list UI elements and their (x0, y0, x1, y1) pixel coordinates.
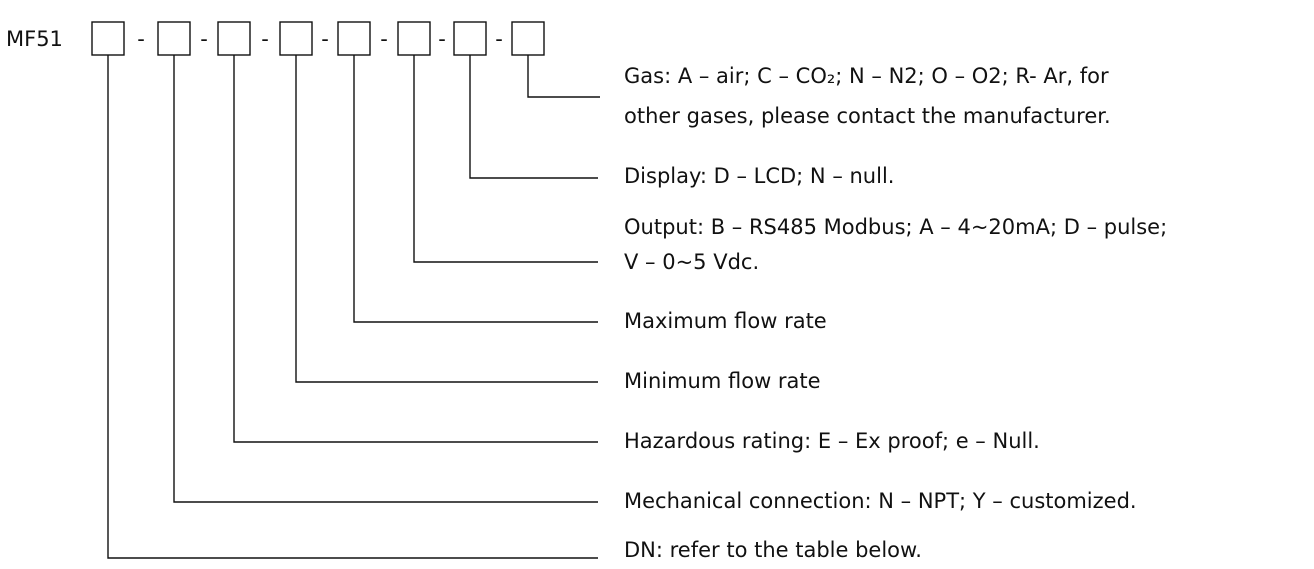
field-description: Display: D – LCD; N – null. (624, 164, 894, 188)
field-description: Hazardous rating: E – Ex proof; e – Null… (624, 429, 1040, 453)
connector (173, 55, 598, 503)
field-description: Minimum flow rate (624, 369, 821, 393)
separator: - (137, 27, 145, 51)
field-description: other gases, please contact the manufact… (624, 104, 1111, 128)
code-box (91, 21, 125, 56)
field-description: V – 0~5 Vdc. (624, 250, 759, 274)
separator: - (321, 27, 329, 51)
separator: - (261, 27, 269, 51)
connector (233, 55, 598, 443)
model-prefix: MF51 (6, 27, 63, 51)
field-description: Gas: A – air; C – CO₂; N – N2; O – O2; R… (624, 64, 1109, 88)
field-description: Maximum flow rate (624, 309, 827, 333)
code-box (337, 21, 371, 56)
code-box (511, 21, 545, 56)
connector (353, 55, 598, 323)
code-box (217, 21, 251, 56)
field-description: Output: B – RS485 Modbus; A – 4~20mA; D … (624, 215, 1167, 239)
code-box (453, 21, 487, 56)
code-box (397, 21, 431, 56)
connector (469, 55, 598, 179)
connector (527, 55, 600, 98)
connector (295, 55, 598, 383)
separator: - (495, 27, 503, 51)
separator: - (200, 27, 208, 51)
code-box (279, 21, 313, 56)
field-description: Mechanical connection: N – NPT; Y – cust… (624, 489, 1137, 513)
separator: - (380, 27, 388, 51)
code-box (157, 21, 191, 56)
connector (413, 55, 598, 263)
field-description: DN: refer to the table below. (624, 538, 922, 562)
separator: - (438, 27, 446, 51)
connector (107, 55, 598, 559)
